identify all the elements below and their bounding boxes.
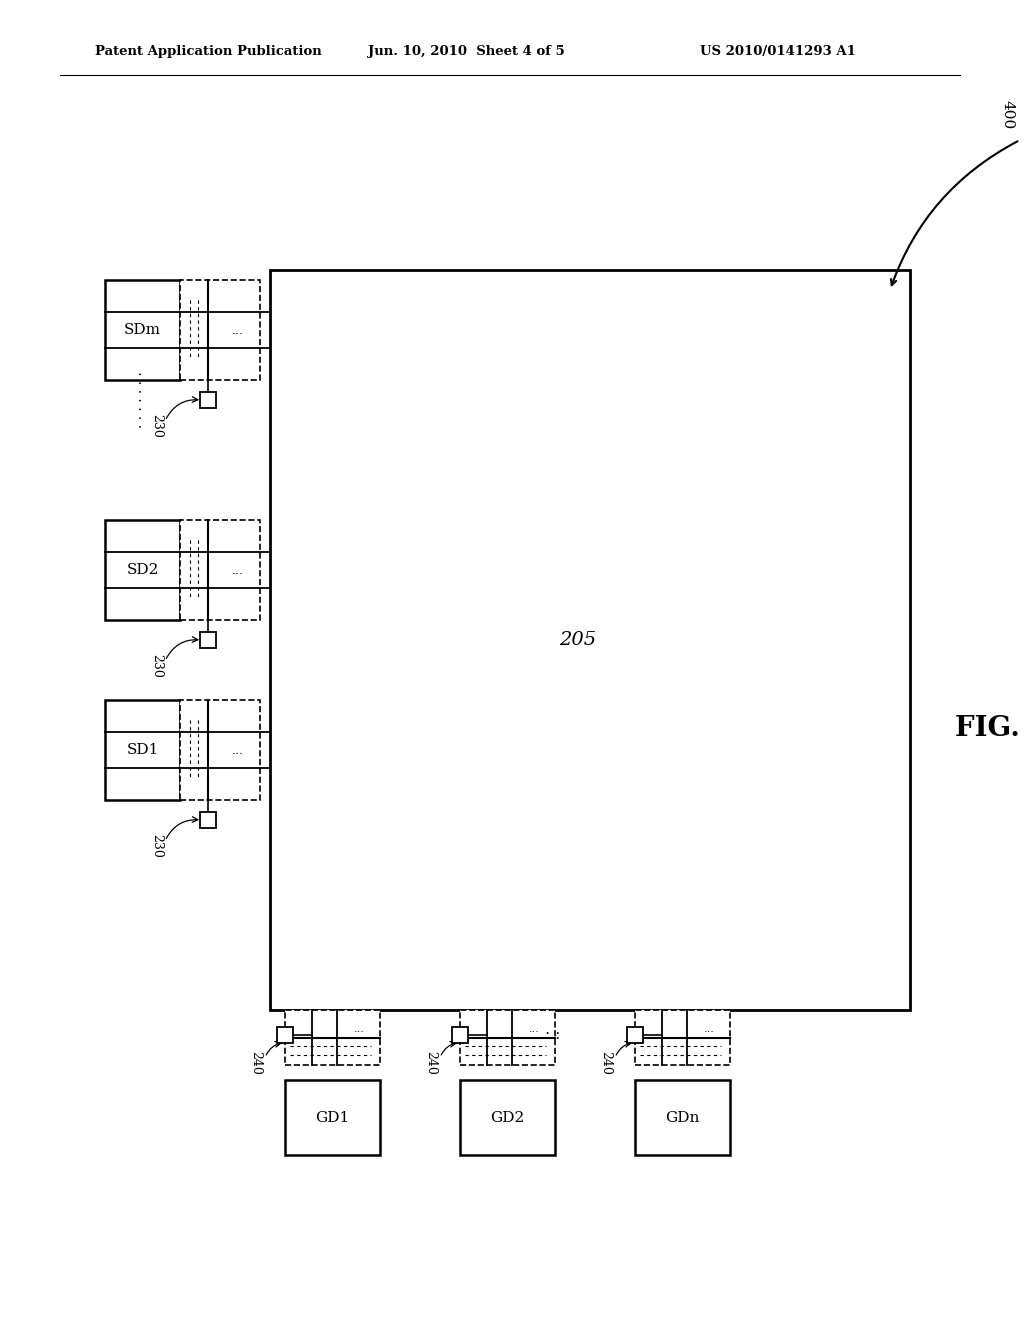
Bar bbox=[285, 1010, 380, 1065]
Text: SD2: SD2 bbox=[126, 564, 159, 577]
Text: · · · · · · ·: · · · · · · · bbox=[135, 371, 150, 429]
Bar bbox=[200, 812, 216, 828]
Text: ...: ... bbox=[231, 564, 244, 577]
Text: Jun. 10, 2010  Sheet 4 of 5: Jun. 10, 2010 Sheet 4 of 5 bbox=[368, 45, 565, 58]
Bar bbox=[180, 280, 260, 380]
Text: 400: 400 bbox=[1000, 100, 1014, 129]
Bar bbox=[460, 1010, 555, 1065]
Bar bbox=[278, 1027, 293, 1043]
Text: 240: 240 bbox=[249, 1051, 262, 1074]
Text: ...: ... bbox=[703, 1024, 715, 1035]
Bar bbox=[285, 1080, 380, 1155]
Bar bbox=[635, 1080, 730, 1155]
Bar bbox=[452, 1027, 468, 1043]
Bar bbox=[200, 632, 216, 648]
Bar bbox=[105, 520, 180, 620]
Text: SD1: SD1 bbox=[126, 743, 159, 756]
Text: 230: 230 bbox=[150, 655, 163, 678]
Text: GD2: GD2 bbox=[490, 1110, 524, 1125]
Text: ...: ... bbox=[353, 1024, 365, 1035]
Text: GDn: GDn bbox=[666, 1110, 699, 1125]
Text: 230: 230 bbox=[150, 834, 163, 858]
Text: GD1: GD1 bbox=[315, 1110, 349, 1125]
Bar bbox=[200, 392, 216, 408]
Text: ...: ... bbox=[231, 323, 244, 337]
Text: SDm: SDm bbox=[124, 323, 161, 337]
Bar bbox=[460, 1080, 555, 1155]
Bar bbox=[270, 271, 910, 1010]
Bar bbox=[635, 1010, 730, 1065]
Bar bbox=[627, 1027, 643, 1043]
Text: 240: 240 bbox=[424, 1051, 437, 1074]
Text: ...: ... bbox=[231, 743, 244, 756]
Bar bbox=[105, 700, 180, 800]
Text: ...: ... bbox=[528, 1024, 540, 1035]
Text: 240: 240 bbox=[599, 1051, 612, 1074]
Bar bbox=[105, 280, 180, 380]
Bar bbox=[180, 520, 260, 620]
Text: Patent Application Publication: Patent Application Publication bbox=[95, 45, 322, 58]
Text: 205: 205 bbox=[559, 631, 596, 649]
Text: US 2010/0141293 A1: US 2010/0141293 A1 bbox=[700, 45, 856, 58]
Text: : :: : : bbox=[545, 1028, 560, 1041]
Text: FIG. 4: FIG. 4 bbox=[955, 715, 1024, 742]
Text: 230: 230 bbox=[150, 414, 163, 438]
Bar bbox=[180, 700, 260, 800]
